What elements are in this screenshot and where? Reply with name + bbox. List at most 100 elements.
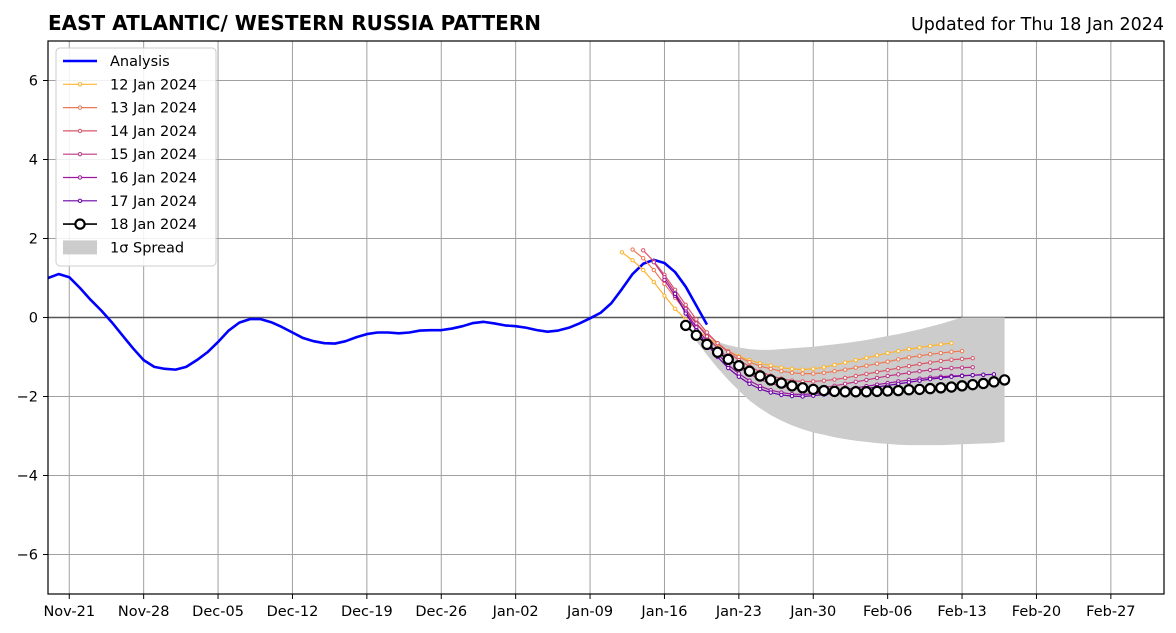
- legend-label: 15 Jan 2024: [110, 147, 197, 163]
- forecast-point: [988, 376, 1000, 388]
- forecast-point: [651, 279, 657, 285]
- forecast-point: [874, 369, 880, 375]
- forecast-point: [853, 373, 858, 379]
- forecast-point: [832, 377, 837, 382]
- y-tick-label: 2: [29, 232, 38, 248]
- x-tick-label: Feb-13: [937, 604, 986, 620]
- forecast-point: [694, 321, 699, 326]
- forecast-point: [690, 329, 703, 341]
- forecast-point: [807, 383, 819, 396]
- forecast-point: [800, 394, 805, 399]
- legend-label: Analysis: [110, 54, 170, 70]
- legend-label: 13 Jan 2024: [110, 101, 197, 117]
- forecast-point: [779, 392, 784, 398]
- forecast-point: [949, 374, 954, 379]
- forecast-point: [828, 385, 841, 398]
- legend-box: [55, 47, 217, 267]
- legend-swatch-marker: [77, 152, 83, 157]
- forecast-point: [821, 365, 827, 370]
- forecast-point: [885, 350, 890, 356]
- forecast-point: [641, 256, 646, 261]
- forecast-point: [779, 365, 784, 370]
- forecast-point: [864, 371, 869, 377]
- forecast-point: [998, 374, 1011, 386]
- forecast-point: [715, 340, 720, 346]
- forecast-point: [683, 302, 688, 308]
- legend-label: 12 Jan 2024: [110, 77, 197, 93]
- forecast-point: [917, 353, 922, 359]
- x-axis: Nov-21 Nov-28 Dec-05 Dec-12 Dec-19 Dec-26 Jan-…: [43, 594, 1136, 620]
- forecast-point: [981, 372, 986, 377]
- forecast-point: [662, 281, 667, 287]
- legend-swatch-spread: [63, 240, 97, 255]
- forecast-point: [927, 376, 933, 382]
- forecast-point: [938, 350, 943, 356]
- forecast-point: [811, 379, 816, 384]
- forecast-point: [651, 260, 657, 265]
- forecast-point: [811, 371, 816, 376]
- forecast-point: [754, 370, 766, 382]
- x-tick-label: Dec-19: [341, 604, 393, 620]
- forecast-point: [672, 306, 678, 312]
- forecast-point: [917, 369, 922, 374]
- forecast-point: [779, 369, 784, 374]
- forecast-point: [966, 378, 979, 391]
- forecast-point: [800, 371, 805, 376]
- forecast-point: [864, 363, 869, 368]
- legend-label: 17 Jan 2024: [110, 194, 197, 210]
- forecast-point: [956, 380, 968, 392]
- forecast-point: [906, 363, 912, 369]
- legend-label: 18 Jan 2024: [110, 217, 197, 233]
- x-tick-label: Jan-09: [566, 604, 613, 620]
- y-tick-label: −6: [17, 548, 38, 564]
- x-tick-label: Nov-21: [43, 604, 95, 620]
- x-tick-label: Jan-16: [640, 604, 687, 620]
- forecast-point: [938, 375, 943, 381]
- legend-swatch-marker: [77, 175, 83, 180]
- forecast-point: [726, 350, 731, 355]
- forecast-point: [896, 365, 901, 371]
- forecast-point: [747, 359, 752, 365]
- forecast-point: [903, 384, 915, 396]
- forecast-point: [701, 338, 713, 351]
- forecast-point: [743, 365, 756, 377]
- forecast-series: [680, 319, 1011, 398]
- forecast-point: [896, 357, 901, 362]
- forecast-point: [885, 359, 890, 364]
- forecast-point: [864, 355, 869, 360]
- forecast-point: [789, 370, 795, 375]
- forecast-point: [722, 353, 734, 366]
- chart-title: EAST ATLANTIC/ WESTERN RUSSIA PATTERN: [48, 11, 541, 35]
- forecast-point: [630, 247, 635, 252]
- forecast-point: [850, 386, 862, 398]
- forecast-point: [945, 381, 958, 393]
- forecast-point: [917, 378, 922, 383]
- forecast-point: [927, 360, 933, 365]
- legend-label: 1σ Spread: [110, 240, 184, 256]
- forecast-point: [765, 374, 777, 386]
- forecast-point: [651, 267, 657, 273]
- forecast-point: [662, 293, 667, 298]
- forecast-point: [885, 367, 890, 373]
- x-tick-label: Jan-30: [789, 604, 836, 620]
- forecast-point: [842, 381, 848, 387]
- forecast-point: [683, 311, 688, 316]
- forecast-point: [864, 377, 869, 383]
- forecast-point: [959, 348, 965, 354]
- forecast-point: [927, 352, 933, 357]
- y-tick-label: −2: [17, 390, 38, 406]
- y-tick-label: 4: [29, 153, 38, 169]
- forecast-point: [871, 385, 883, 398]
- x-tick-label: Nov-28: [118, 604, 170, 620]
- forecast-point: [938, 366, 943, 372]
- forecast-point: [733, 359, 745, 372]
- forecast-point: [959, 373, 965, 379]
- forecast-point: [874, 375, 880, 381]
- forecast-point: [892, 384, 904, 397]
- legend: Analysis 12 Jan 2024 13 Jan 2024 14 Jan 202…: [55, 47, 217, 267]
- forecast-point: [832, 369, 837, 374]
- forecast-point: [768, 390, 773, 395]
- forecast-point: [881, 385, 894, 397]
- forecast-point: [796, 382, 809, 394]
- forecast-point: [818, 384, 830, 397]
